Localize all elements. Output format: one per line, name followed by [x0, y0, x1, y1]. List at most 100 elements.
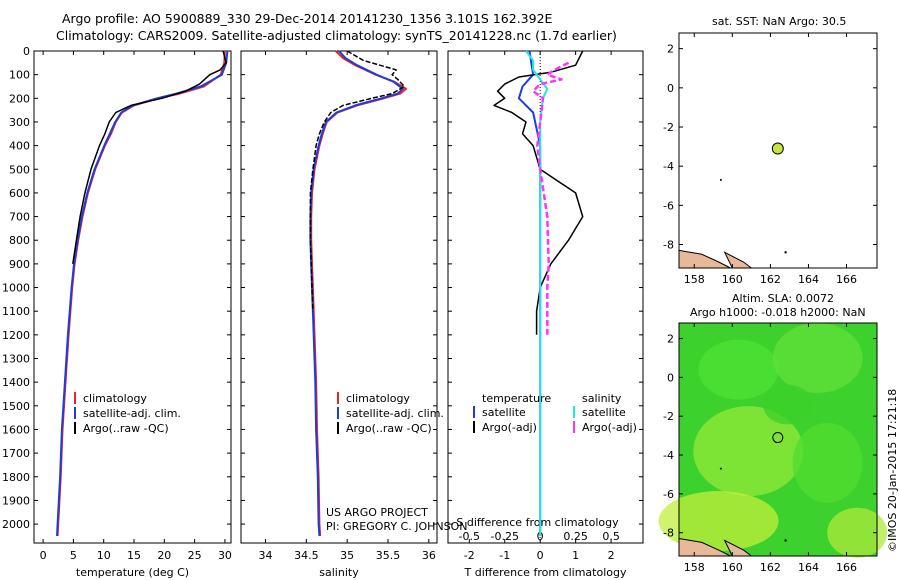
panel3-xlabel-top: S difference from climatology	[456, 516, 619, 529]
y-tick-label: 1700	[2, 447, 30, 460]
y-tick-label: 1000	[2, 282, 30, 295]
panel3-frame	[447, 50, 644, 544]
legend-entry: climatology	[83, 392, 147, 405]
argo-float-marker	[771, 142, 784, 155]
y-tick-label: 0	[23, 45, 30, 58]
sla-field-patch	[762, 384, 813, 425]
series-line-climatology	[56, 50, 226, 536]
map-x-tick-label: 164	[798, 273, 819, 286]
map2-title-line1: Altim. SLA: 0.0072	[732, 292, 835, 305]
map-y-tick-label: -4	[663, 449, 674, 462]
x-tick-label: 36	[422, 549, 436, 562]
series-line-salinity-argo-adj-	[531, 61, 570, 335]
x-tick-label: -2	[464, 549, 475, 562]
legend-entry: climatology	[346, 392, 410, 405]
sla-field-patch	[827, 507, 888, 558]
y-tick-label: 1300	[2, 353, 30, 366]
map-y-tick-label: 2	[667, 333, 674, 346]
panel2-xlabel: salinity	[319, 566, 359, 579]
x-tick-label: 0	[40, 549, 47, 562]
map-y-tick-label: -6	[663, 199, 674, 212]
sla-field-patch	[658, 491, 779, 552]
x-tick-label: 34.5	[294, 549, 319, 562]
y-tick-label: 900	[9, 258, 30, 271]
y-tick-label: 400	[9, 140, 30, 153]
x-tick-label: 35	[340, 549, 354, 562]
x-tick-label: 25	[188, 549, 202, 562]
map-x-tick-label: 162	[760, 273, 781, 286]
panel1-frame	[33, 50, 232, 544]
legend-entry-temperature: Argo(-adj)	[482, 421, 537, 434]
x-tick-label-salinity: 0.5	[602, 530, 620, 543]
map1	[678, 32, 878, 269]
x-tick-label: 20	[157, 549, 171, 562]
x-tick-label-salinity: 0.25	[563, 530, 588, 543]
figure-title-line1: Argo profile: AO 5900889_330 29-Dec-2014…	[62, 11, 553, 26]
map-y-tick-label: -8	[663, 527, 674, 540]
legend-entry-salinity: Argo(-adj)	[582, 421, 637, 434]
map-frame	[678, 322, 878, 557]
x-tick-label: 1	[572, 549, 579, 562]
series-line-temperature-satellite	[517, 50, 542, 536]
y-tick-label: 1600	[2, 423, 30, 436]
y-tick-label: 1500	[2, 400, 30, 413]
map-y-tick-label: 2	[667, 43, 674, 56]
map-y-tick-label: 0	[667, 371, 674, 384]
map-y-tick-label: 0	[667, 82, 674, 95]
x-tick-label: 10	[97, 549, 111, 562]
project-line1: US ARGO PROJECT	[326, 506, 428, 519]
map-y-tick-label: -4	[663, 160, 674, 173]
x-tick-label: 15	[127, 549, 141, 562]
y-tick-label: 1100	[2, 305, 30, 318]
map-x-tick-label: 162	[760, 561, 781, 574]
sla-field-patch	[792, 422, 863, 503]
y-tick-label: 500	[9, 163, 30, 176]
legend-entry: Argo(..raw -QC)	[346, 422, 432, 435]
map-x-tick-label: 158	[684, 273, 705, 286]
x-tick-label: 5	[70, 549, 77, 562]
map-x-tick-label: 166	[836, 561, 857, 574]
map-y-tick-label: -6	[663, 488, 674, 501]
map-frame	[678, 32, 878, 269]
y-tick-label: 300	[9, 116, 30, 129]
legend-temperature-title: temperature	[482, 392, 551, 405]
legend-entry-salinity: satellite	[582, 406, 626, 419]
y-tick-label: 800	[9, 234, 30, 247]
x-tick-label: 34	[259, 549, 273, 562]
island-dot	[784, 251, 787, 254]
x-tick-label: -1	[499, 549, 510, 562]
map-x-tick-label: 166	[836, 273, 857, 286]
legend-entry: Argo(..raw -QC)	[83, 422, 169, 435]
argo-float-marker	[772, 432, 784, 444]
y-tick-label: 700	[9, 211, 30, 224]
panel3-xlabel: T difference from climatology	[464, 566, 627, 579]
map-x-tick-label: 164	[798, 561, 819, 574]
y-tick-label: 1200	[2, 329, 30, 342]
island-dot	[719, 467, 722, 470]
x-tick-label: 2	[608, 549, 615, 562]
y-tick-label: 100	[9, 69, 30, 82]
series-line-satellite-adj-clim-	[56, 50, 229, 536]
x-tick-label-salinity: -0.5	[459, 530, 480, 543]
legend-entry: satellite-adj. clim.	[83, 407, 181, 420]
series-line-argo-raw-qc-	[309, 50, 406, 312]
series-line-temperature-argo-adj-	[493, 50, 584, 335]
x-tick-label: 0	[537, 549, 544, 562]
y-tick-label: 2000	[2, 518, 30, 531]
map-x-tick-label: 158	[684, 561, 705, 574]
series-line-satellite-adj-clim-	[309, 50, 404, 536]
series-line-salinity-satellite	[525, 50, 549, 536]
x-tick-label-salinity: -0.25	[490, 530, 518, 543]
y-tick-label: 1900	[2, 494, 30, 507]
panel1-xlabel: temperature (deg C)	[76, 566, 189, 579]
y-tick-label: 1800	[2, 471, 30, 484]
legend-entry-temperature: satellite	[482, 406, 526, 419]
map-y-tick-label: -2	[663, 121, 674, 134]
legend-salinity-title: salinity	[582, 392, 622, 405]
map2-title-line2: Argo h1000: -0.018 h2000: NaN	[690, 306, 866, 319]
y-tick-label: 200	[9, 92, 30, 105]
x-tick-label-salinity: 0	[537, 530, 544, 543]
sla-field-patch	[698, 339, 779, 400]
figure-title-line2: Climatology: CARS2009. Satellite-adjuste…	[56, 28, 617, 43]
